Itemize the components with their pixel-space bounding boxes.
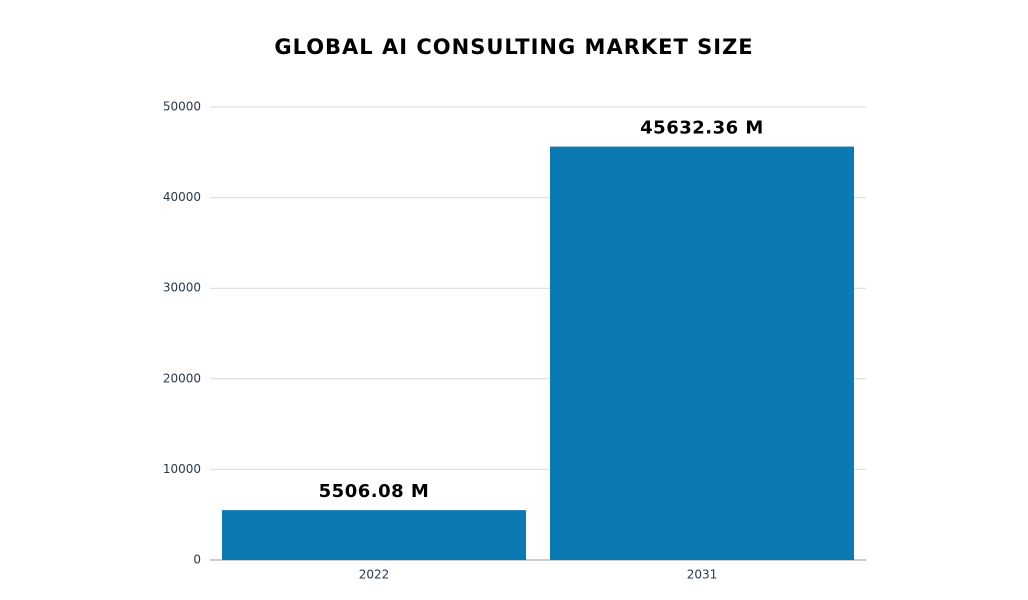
- y-tick-label: 20000: [163, 371, 201, 385]
- y-tick-label: 30000: [163, 281, 201, 295]
- x-tick-label: 2022: [359, 568, 390, 582]
- value-label: 5506.08 M: [319, 481, 430, 502]
- y-tick-label: 40000: [163, 190, 201, 204]
- y-tick-label: 10000: [163, 462, 201, 476]
- y-tick-label: 0: [193, 553, 201, 567]
- bar: [222, 510, 526, 560]
- y-tick-label: 50000: [163, 100, 201, 114]
- x-tick-label: 2031: [687, 568, 718, 582]
- chart-title: GLOBAL AI CONSULTING MARKET SIZE: [274, 35, 753, 59]
- value-label: 45632.36 M: [640, 118, 764, 139]
- bar: [550, 146, 854, 561]
